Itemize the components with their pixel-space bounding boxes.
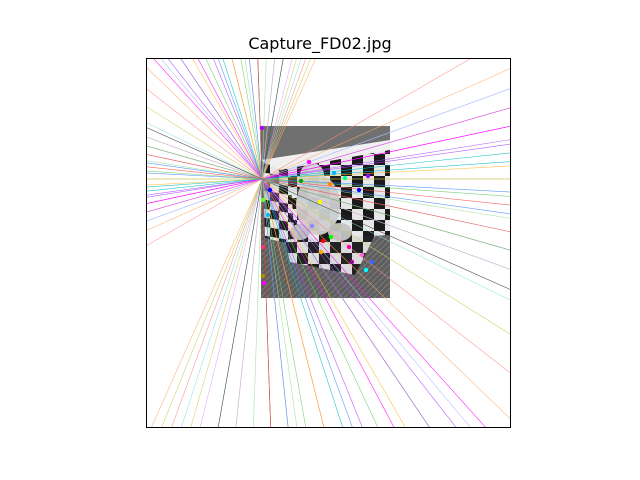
keypoint bbox=[356, 187, 362, 193]
keypoint bbox=[261, 280, 267, 286]
keypoint bbox=[359, 252, 365, 258]
keypoint bbox=[342, 175, 348, 181]
keypoint bbox=[265, 212, 271, 218]
keypoint bbox=[309, 223, 315, 229]
keypoint bbox=[349, 259, 355, 265]
keypoint bbox=[346, 244, 352, 250]
keypoint bbox=[331, 170, 337, 176]
keypoint bbox=[365, 173, 371, 179]
keypoint bbox=[259, 125, 265, 131]
keypoint bbox=[260, 244, 266, 250]
keypoint bbox=[317, 199, 323, 205]
plush-toy bbox=[290, 163, 352, 241]
keypoint bbox=[363, 267, 369, 273]
checkerboard-floor bbox=[285, 225, 380, 275]
photo-image bbox=[261, 126, 390, 298]
keypoint bbox=[318, 249, 324, 255]
keypoint bbox=[260, 273, 266, 279]
keypoint bbox=[328, 234, 334, 240]
keypoint bbox=[369, 259, 375, 265]
keypoint bbox=[327, 181, 333, 187]
keypoint bbox=[267, 187, 273, 193]
keypoint bbox=[306, 159, 312, 165]
checkerboard-left-wall bbox=[263, 160, 295, 245]
keypoints bbox=[259, 125, 375, 286]
keypoint bbox=[260, 197, 266, 203]
axes-frame bbox=[146, 58, 511, 428]
keypoint bbox=[320, 238, 326, 244]
figure-title: Capture_FD02.jpg bbox=[248, 34, 392, 53]
keypoint bbox=[298, 178, 304, 184]
